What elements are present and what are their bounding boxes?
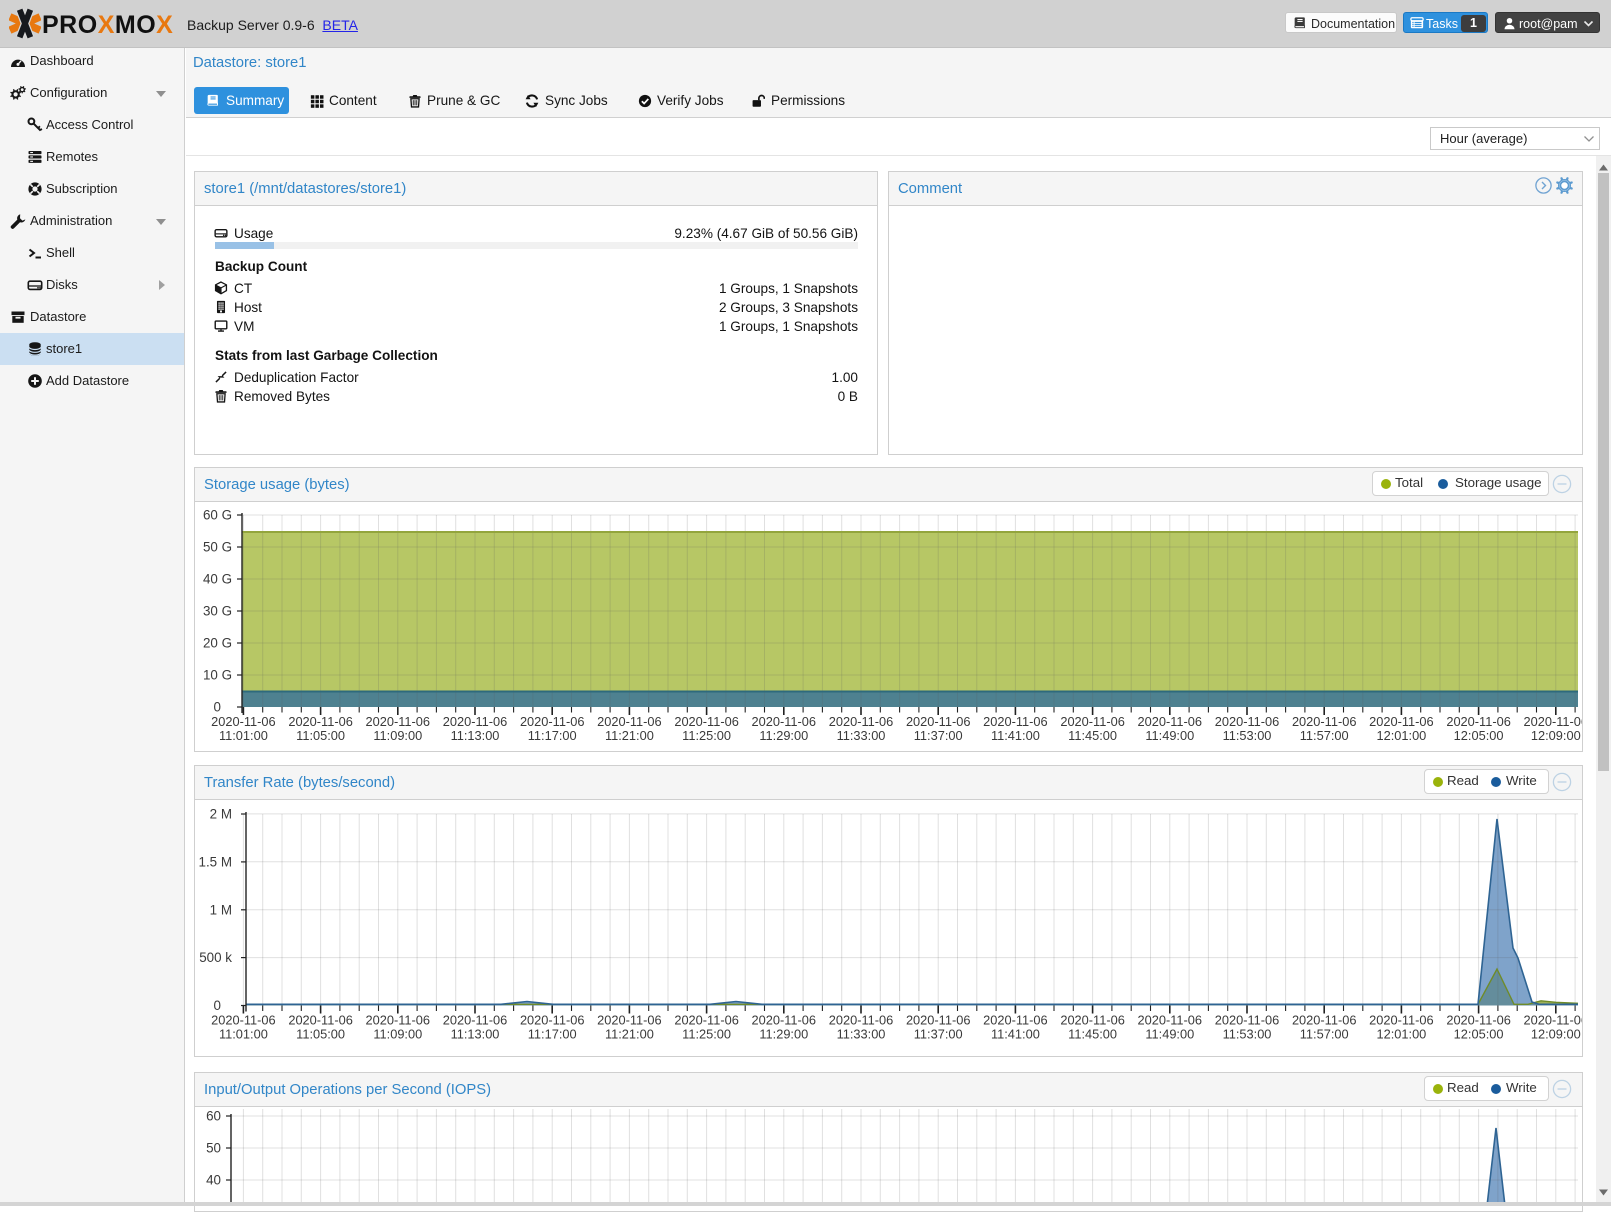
svg-text:2020-11-06: 2020-11-06	[1060, 714, 1125, 729]
svg-text:11:49:00: 11:49:00	[1145, 1027, 1194, 1042]
svg-text:11:41:00: 11:41:00	[991, 1027, 1040, 1042]
svg-text:2020-11-06: 2020-11-06	[752, 714, 817, 729]
svg-text:2020-11-06: 2020-11-06	[829, 714, 894, 729]
svg-text:12:01:00: 12:01:00	[1376, 728, 1426, 743]
svg-text:2020-11-06: 2020-11-06	[674, 714, 739, 729]
svg-text:11:05:00: 11:05:00	[296, 728, 345, 743]
svg-text:11:25:00: 11:25:00	[682, 1027, 731, 1042]
svg-text:11:45:00: 11:45:00	[1068, 1027, 1117, 1042]
svg-text:2020-11-06: 2020-11-06	[906, 1013, 971, 1028]
svg-text:1.5 M: 1.5 M	[199, 854, 233, 869]
svg-text:11:17:00: 11:17:00	[528, 1027, 577, 1042]
svg-text:12:01:00: 12:01:00	[1376, 1027, 1426, 1042]
svg-text:11:09:00: 11:09:00	[373, 1027, 422, 1042]
svg-text:1 M: 1 M	[210, 902, 232, 917]
svg-text:500 k: 500 k	[199, 950, 232, 965]
svg-text:2020-11-06: 2020-11-06	[674, 1013, 739, 1028]
svg-text:11:13:00: 11:13:00	[451, 1027, 500, 1042]
svg-text:2020-11-06: 2020-11-06	[1215, 1013, 1280, 1028]
svg-text:11:53:00: 11:53:00	[1223, 728, 1272, 743]
svg-text:2020-11-06: 2020-11-06	[1446, 1013, 1511, 1028]
svg-text:11:09:00: 11:09:00	[373, 728, 422, 743]
svg-text:11:29:00: 11:29:00	[759, 1027, 808, 1042]
svg-text:2020-11-06: 2020-11-06	[211, 714, 276, 729]
svg-text:2020-11-06: 2020-11-06	[288, 1013, 353, 1028]
svg-text:11:49:00: 11:49:00	[1145, 728, 1194, 743]
svg-text:2020-11-06: 2020-11-06	[288, 714, 353, 729]
svg-text:2020-11-06: 2020-11-06	[1215, 714, 1280, 729]
svg-text:20 G: 20 G	[203, 636, 232, 651]
svg-text:11:37:00: 11:37:00	[914, 728, 963, 743]
svg-text:11:17:00: 11:17:00	[528, 728, 577, 743]
svg-text:60 G: 60 G	[203, 508, 232, 523]
svg-text:2020-11-06: 2020-11-06	[1524, 714, 1582, 729]
svg-text:60: 60	[206, 1109, 221, 1124]
svg-text:11:21:00: 11:21:00	[605, 728, 654, 743]
svg-text:11:21:00: 11:21:00	[605, 1027, 654, 1042]
svg-text:2020-11-06: 2020-11-06	[597, 1013, 662, 1028]
svg-text:30 G: 30 G	[203, 604, 232, 619]
svg-text:2020-11-06: 2020-11-06	[443, 714, 508, 729]
svg-text:10 G: 10 G	[203, 668, 232, 683]
svg-text:11:33:00: 11:33:00	[837, 1027, 886, 1042]
svg-text:2020-11-06: 2020-11-06	[211, 1013, 276, 1028]
svg-text:11:41:00: 11:41:00	[991, 728, 1040, 743]
svg-text:11:57:00: 11:57:00	[1300, 1027, 1349, 1042]
svg-text:2 M: 2 M	[210, 807, 232, 822]
svg-text:2020-11-06: 2020-11-06	[597, 714, 662, 729]
svg-text:2020-11-06: 2020-11-06	[1138, 714, 1203, 729]
svg-text:12:05:00: 12:05:00	[1454, 728, 1504, 743]
svg-text:11:25:00: 11:25:00	[682, 728, 731, 743]
svg-text:12:09:00: 12:09:00	[1531, 728, 1581, 743]
svg-text:50: 50	[206, 1141, 221, 1156]
svg-text:2020-11-06: 2020-11-06	[366, 1013, 431, 1028]
svg-text:2020-11-06: 2020-11-06	[443, 1013, 508, 1028]
svg-text:11:45:00: 11:45:00	[1068, 728, 1117, 743]
svg-text:12:09:00: 12:09:00	[1531, 1027, 1581, 1042]
svg-text:11:57:00: 11:57:00	[1300, 728, 1349, 743]
svg-text:2020-11-06: 2020-11-06	[752, 1013, 817, 1028]
svg-text:2020-11-06: 2020-11-06	[366, 714, 431, 729]
svg-text:11:05:00: 11:05:00	[296, 1027, 345, 1042]
svg-text:2020-11-06: 2020-11-06	[1369, 1013, 1434, 1028]
svg-text:2020-11-06: 2020-11-06	[1060, 1013, 1125, 1028]
svg-text:2020-11-06: 2020-11-06	[906, 714, 971, 729]
svg-text:11:33:00: 11:33:00	[837, 728, 886, 743]
svg-text:11:01:00: 11:01:00	[219, 1027, 268, 1042]
svg-text:0: 0	[214, 998, 221, 1013]
svg-text:2020-11-06: 2020-11-06	[520, 1013, 585, 1028]
svg-text:0: 0	[214, 700, 221, 715]
svg-text:2020-11-06: 2020-11-06	[983, 714, 1048, 729]
svg-text:2020-11-06: 2020-11-06	[1138, 1013, 1203, 1028]
svg-text:40 G: 40 G	[203, 572, 232, 587]
svg-text:12:05:00: 12:05:00	[1454, 1027, 1504, 1042]
svg-text:2020-11-06: 2020-11-06	[1446, 714, 1511, 729]
svg-text:2020-11-06: 2020-11-06	[1292, 1013, 1357, 1028]
svg-text:11:53:00: 11:53:00	[1223, 1027, 1272, 1042]
svg-text:50 G: 50 G	[203, 540, 232, 555]
svg-text:2020-11-06: 2020-11-06	[1524, 1013, 1582, 1028]
svg-text:11:37:00: 11:37:00	[914, 1027, 963, 1042]
svg-text:2020-11-06: 2020-11-06	[983, 1013, 1048, 1028]
svg-text:11:01:00: 11:01:00	[219, 728, 268, 743]
svg-text:2020-11-06: 2020-11-06	[1292, 714, 1357, 729]
svg-text:2020-11-06: 2020-11-06	[1369, 714, 1434, 729]
svg-text:40: 40	[206, 1173, 221, 1188]
svg-text:11:13:00: 11:13:00	[451, 728, 500, 743]
svg-text:2020-11-06: 2020-11-06	[520, 714, 585, 729]
svg-text:2020-11-06: 2020-11-06	[829, 1013, 894, 1028]
svg-text:11:29:00: 11:29:00	[759, 728, 808, 743]
